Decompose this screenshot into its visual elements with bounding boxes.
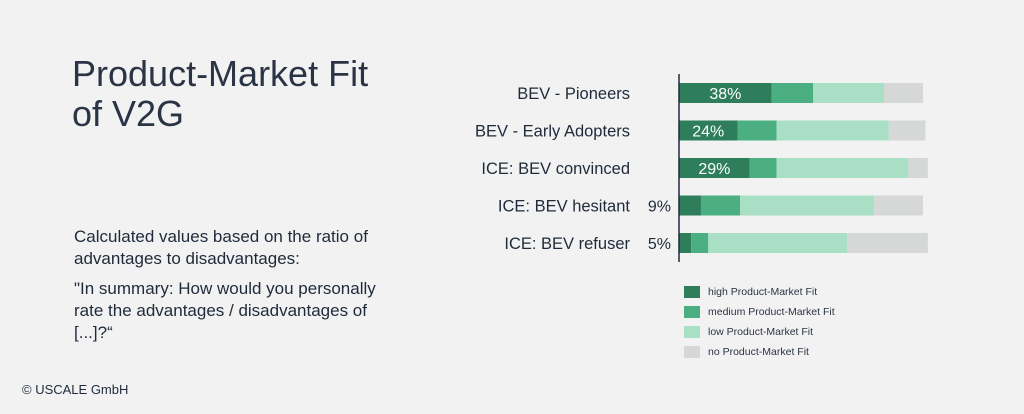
data-label: 29%	[698, 161, 730, 178]
bar-segment-high	[679, 195, 701, 216]
legend-label-high: high Product-Market Fit	[708, 286, 818, 298]
legend-swatch-high	[684, 286, 700, 298]
page-title: Product-Market Fit of V2G	[72, 54, 432, 134]
bar-segment-medium	[700, 195, 740, 216]
bar-segment-high	[679, 233, 692, 253]
bar-segment-none	[847, 233, 928, 253]
legend-item-medium: medium Product-Market Fit	[684, 302, 835, 322]
legend-label-low: low Product-Market Fit	[708, 326, 814, 338]
bar-segment-low	[708, 233, 848, 253]
copyright-notice: © USCALE GmbH	[22, 382, 129, 397]
legend-item-none: no Product-Market Fit	[684, 342, 835, 362]
title-line-2: of V2G	[72, 93, 185, 134]
bar-segment-none	[888, 120, 926, 141]
bar-segment-high	[679, 158, 750, 178]
legend-label-none: no Product-Market Fit	[708, 346, 809, 358]
chart-description: Calculated values based on the ratio of …	[74, 227, 368, 268]
bar-segment-medium	[749, 158, 777, 178]
bar-segment-medium	[771, 83, 814, 103]
legend-swatch-low	[684, 326, 700, 338]
bar-segment-none	[874, 195, 923, 216]
legend-item-low: low Product-Market Fit	[684, 322, 835, 342]
category-label: ICE: BEV hesitant	[498, 198, 630, 216]
category-label: BEV - Pioneers	[517, 85, 630, 103]
legend-label-medium: medium Product-Market Fit	[708, 306, 835, 318]
category-label: ICE: BEV refuser	[504, 235, 630, 253]
data-label: 9%	[648, 199, 671, 216]
bar-segment-none	[883, 83, 923, 103]
bar-segment-none	[908, 158, 928, 178]
bar-segment-low	[740, 195, 875, 216]
data-label: 38%	[709, 86, 741, 103]
bar-segment-high	[679, 83, 772, 103]
bar-segment-medium	[737, 120, 777, 141]
legend-swatch-none	[684, 346, 700, 358]
category-label: ICE: BEV convinced	[481, 160, 630, 178]
bar-segment-low	[813, 83, 884, 103]
chart-legend: high Product-Market Fit medium Product-M…	[684, 282, 835, 362]
bar-segment-low	[776, 120, 889, 141]
data-label: 24%	[692, 124, 724, 141]
bar-segment-medium	[691, 233, 709, 253]
survey-question: "In summary: How would you personally ra…	[74, 279, 376, 342]
category-label: BEV - Early Adopters	[475, 123, 630, 141]
legend-item-high: high Product-Market Fit	[684, 282, 835, 302]
legend-swatch-medium	[684, 306, 700, 318]
bar-segment-low	[776, 158, 909, 178]
data-label: 5%	[648, 236, 671, 253]
title-line-1: Product-Market Fit	[72, 53, 369, 94]
bar-segment-high	[679, 120, 738, 141]
